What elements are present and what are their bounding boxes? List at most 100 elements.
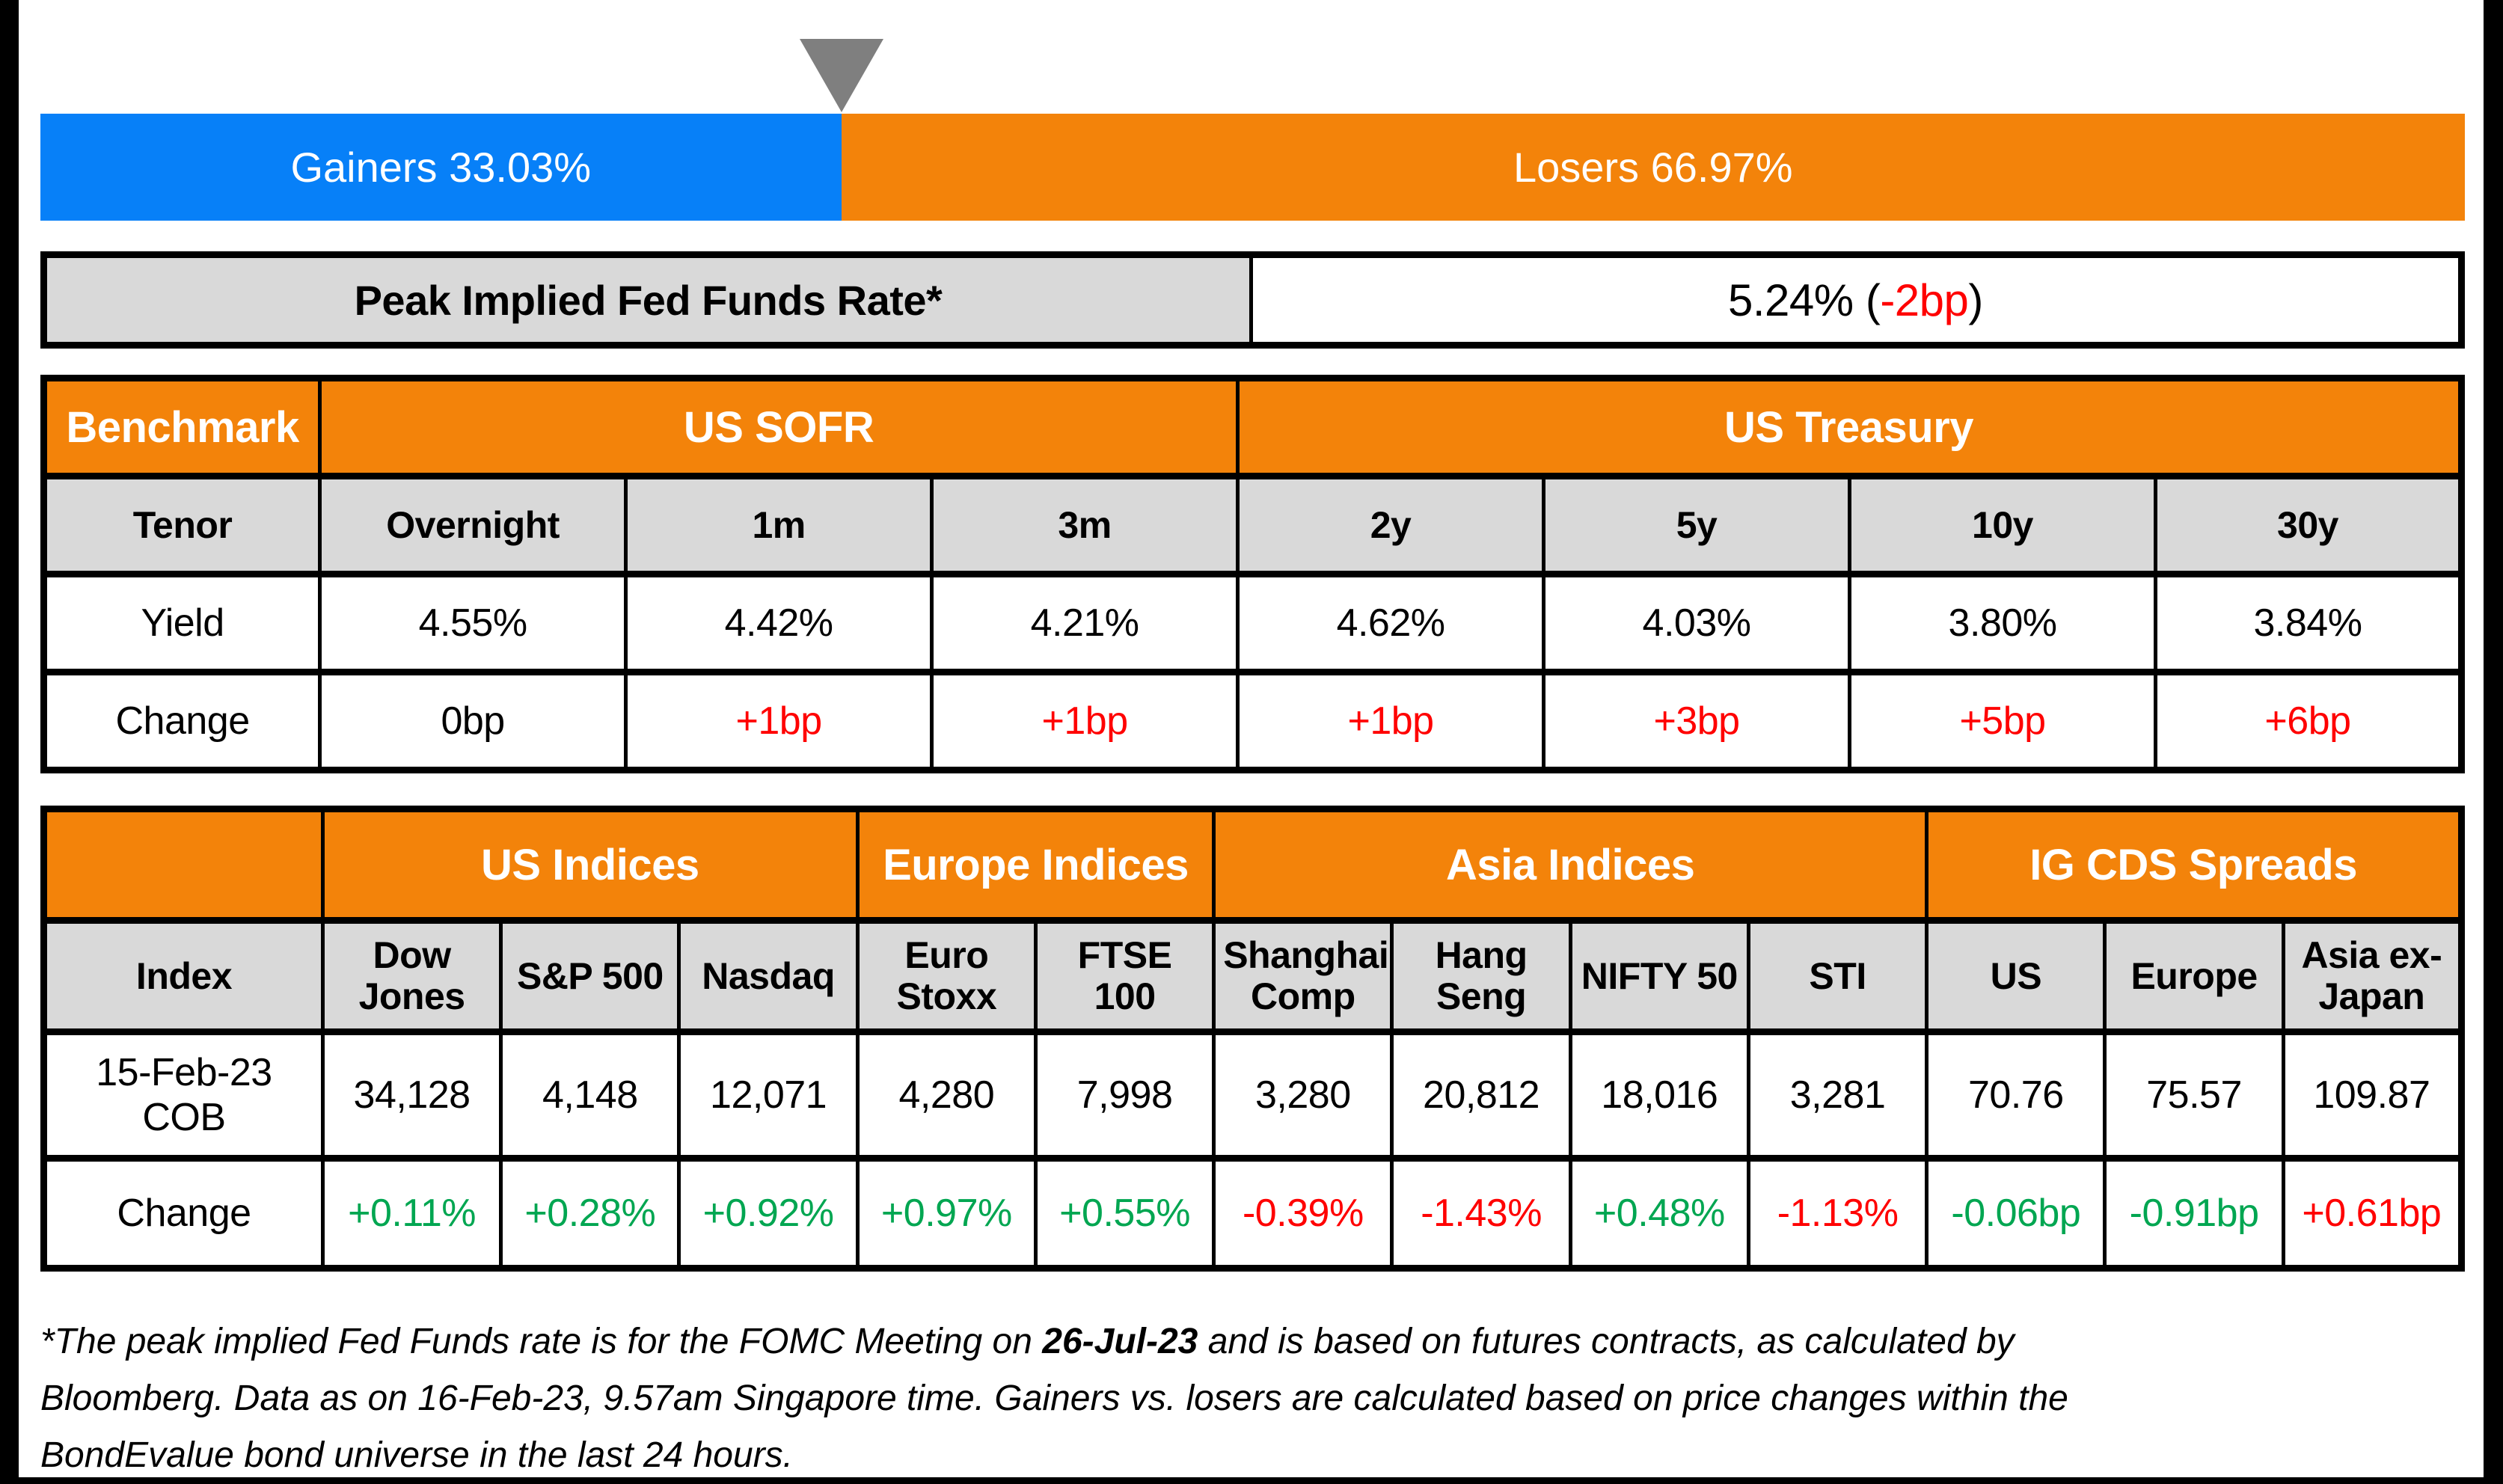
nasdaq-value: 12,071 <box>677 1028 860 1162</box>
tenor-5y: 5y <box>1542 473 1852 577</box>
tenor-30y: 30y <box>2154 473 2463 577</box>
us-sofr-group-header: US SOFR <box>318 375 1240 479</box>
yield-label: Yield <box>41 571 322 675</box>
peak-rate-change: -2bp <box>1880 275 1969 325</box>
us-indices-group-header: US Indices <box>320 806 860 924</box>
peak-rate-number: 5.24% <box>1728 275 1854 325</box>
yield-1m: 4.42% <box>624 571 934 675</box>
us-cds-change: -0.06bp <box>1925 1155 2107 1272</box>
cob-values-row: 15-Feb-23 COB 34,128 4,148 12,071 4,280 … <box>42 1028 2464 1162</box>
footnote-line3: BondEvalue bond universe in the last 24 … <box>40 1435 794 1475</box>
shanghai-comp-value: 3,280 <box>1212 1028 1394 1162</box>
indices-table: US Indices Europe Indices Asia Indices I… <box>40 806 2465 1272</box>
indices-group-header-row: US Indices Europe Indices Asia Indices I… <box>42 806 2463 924</box>
losers-segment: Losers 66.97% <box>841 114 2465 221</box>
asia-ex-japan-cds-change: +0.61bp <box>2281 1155 2464 1272</box>
yield-30y: 3.84% <box>2154 571 2463 675</box>
dow-jones-header: Dow Jones <box>320 917 503 1035</box>
europe-indices-group-header: Europe Indices <box>855 806 1216 924</box>
tenor-overnight: Overnight <box>318 473 628 577</box>
indices-corner-cell <box>42 806 325 924</box>
yield-5y: 4.03% <box>1542 571 1852 675</box>
peak-fed-funds-table: Peak Implied Fed Funds Rate* 5.24% (-2bp… <box>40 251 2465 349</box>
indices-change-label: Change <box>42 1155 325 1272</box>
bench-change-30y: +6bp <box>2154 669 2463 773</box>
sp500-header: S&P 500 <box>499 917 681 1035</box>
hang-seng-change: -1.43% <box>1390 1155 1572 1272</box>
sti-change: -1.13% <box>1746 1155 1929 1272</box>
gainers-label: Gainers 33.03% <box>290 144 592 191</box>
tenor-3m: 3m <box>930 473 1240 577</box>
footnote-fomc-date: 26-Jul-23 <box>1042 1322 1198 1361</box>
sp500-value: 4,148 <box>499 1028 681 1162</box>
nifty50-header: NIFTY 50 <box>1568 917 1750 1035</box>
boundary-pointer-triangle-icon <box>800 39 883 112</box>
ftse100-change: +0.55% <box>1033 1155 1216 1272</box>
tenor-2y: 2y <box>1236 473 1546 577</box>
ftse100-header: FTSE 100 <box>1033 917 1216 1035</box>
gainers-segment: Gainers 33.03% <box>40 114 842 221</box>
bench-change-10y: +5bp <box>1848 669 2157 773</box>
peak-row: Peak Implied Fed Funds Rate* 5.24% (-2bp… <box>42 251 2464 349</box>
asia-ex-japan-cds-header: Asia ex-Japan <box>2281 917 2464 1035</box>
footnote-line2: Bloomberg. Data as on 16-Feb-23, 9.57am … <box>40 1379 2068 1418</box>
footnote-line1-start: *The peak implied Fed Funds rate is for … <box>40 1322 1043 1361</box>
indices-header-row: Index Dow Jones S&P 500 Nasdaq Euro Stox… <box>42 917 2464 1035</box>
footnote-line1-end: and is based on futures contracts, as ca… <box>1198 1322 2015 1361</box>
europe-cds-value: 75.57 <box>2103 1028 2285 1162</box>
shanghai-comp-header: Shanghai Comp <box>1212 917 1394 1035</box>
europe-cds-header: Europe <box>2103 917 2285 1035</box>
peak-rate-paren-open: ( <box>1865 275 1881 325</box>
nasdaq-header: Nasdaq <box>677 917 860 1035</box>
peak-rate-value: 5.24% (-2bp) <box>1249 251 2464 349</box>
yield-3m: 4.21% <box>930 571 1240 675</box>
sti-header: STI <box>1746 917 1929 1035</box>
nifty50-change: +0.48% <box>1568 1155 1750 1272</box>
nasdaq-change: +0.92% <box>677 1155 860 1272</box>
peak-rate-paren-close: ) <box>1968 275 1983 325</box>
content-area: Gainers 33.03% Losers 66.97% Peak Implie… <box>19 0 2484 1477</box>
bench-change-5y: +3bp <box>1542 669 1852 773</box>
sti-value: 3,281 <box>1746 1028 1929 1162</box>
footnote: *The peak implied Fed Funds rate is for … <box>40 1313 2427 1484</box>
gainers-losers-bar: Gainers 33.03% Losers 66.97% <box>40 114 2465 221</box>
tenor-label: Tenor <box>41 473 322 577</box>
euro-stoxx-header: Euro Stoxx <box>855 917 1038 1035</box>
sp500-change: +0.28% <box>499 1155 681 1272</box>
bench-change-1m: +1bp <box>624 669 934 773</box>
dow-jones-value: 34,128 <box>320 1028 503 1162</box>
yield-10y: 3.80% <box>1848 571 2157 675</box>
us-cds-value: 70.76 <box>1925 1028 2107 1162</box>
tenor-10y: 10y <box>1848 473 2157 577</box>
bench-change-3m: +1bp <box>930 669 1240 773</box>
index-label-header: Index <box>42 917 325 1035</box>
indices-change-row: Change +0.11% +0.28% +0.92% +0.97% +0.55… <box>42 1155 2464 1272</box>
euro-stoxx-value: 4,280 <box>855 1028 1038 1162</box>
us-treasury-group-header: US Treasury <box>1236 375 2463 479</box>
hang-seng-header: Hang Seng <box>1390 917 1572 1035</box>
asia-indices-group-header: Asia Indices <box>1212 806 1929 924</box>
cob-date-label: 15-Feb-23 COB <box>42 1028 325 1162</box>
tenor-1m: 1m <box>624 473 934 577</box>
hang-seng-value: 20,812 <box>1390 1028 1572 1162</box>
yield-row: Yield 4.55% 4.42% 4.21% 4.62% 4.03% 3.80… <box>41 571 2463 675</box>
bench-change-label: Change <box>41 669 322 773</box>
dow-jones-change: +0.11% <box>320 1155 503 1272</box>
ftse100-value: 7,998 <box>1033 1028 1216 1162</box>
tenor-row: Tenor Overnight 1m 3m 2y 5y 10y 30y <box>41 473 2463 577</box>
bench-change-overnight: 0bp <box>318 669 628 773</box>
benchmark-corner-header: Benchmark <box>41 375 322 479</box>
benchmark-table: Benchmark US SOFR US Treasury Tenor Over… <box>40 375 2465 773</box>
bench-change-2y: +1bp <box>1236 669 1546 773</box>
asia-ex-japan-cds-value: 109.87 <box>2281 1028 2464 1162</box>
europe-cds-change: -0.91bp <box>2103 1155 2285 1272</box>
losers-label: Losers 66.97% <box>1513 144 1793 191</box>
us-cds-header: US <box>1925 917 2107 1035</box>
ig-cds-spreads-group-header: IG CDS Spreads <box>1925 806 2463 924</box>
euro-stoxx-change: +0.97% <box>855 1155 1038 1272</box>
yield-overnight: 4.55% <box>318 571 628 675</box>
benchmark-change-row: Change 0bp +1bp +1bp +1bp +3bp +5bp +6bp <box>41 669 2463 773</box>
benchmark-header-row: Benchmark US SOFR US Treasury <box>41 375 2463 479</box>
peak-rate-label: Peak Implied Fed Funds Rate* <box>42 251 1253 349</box>
yield-2y: 4.62% <box>1236 571 1546 675</box>
